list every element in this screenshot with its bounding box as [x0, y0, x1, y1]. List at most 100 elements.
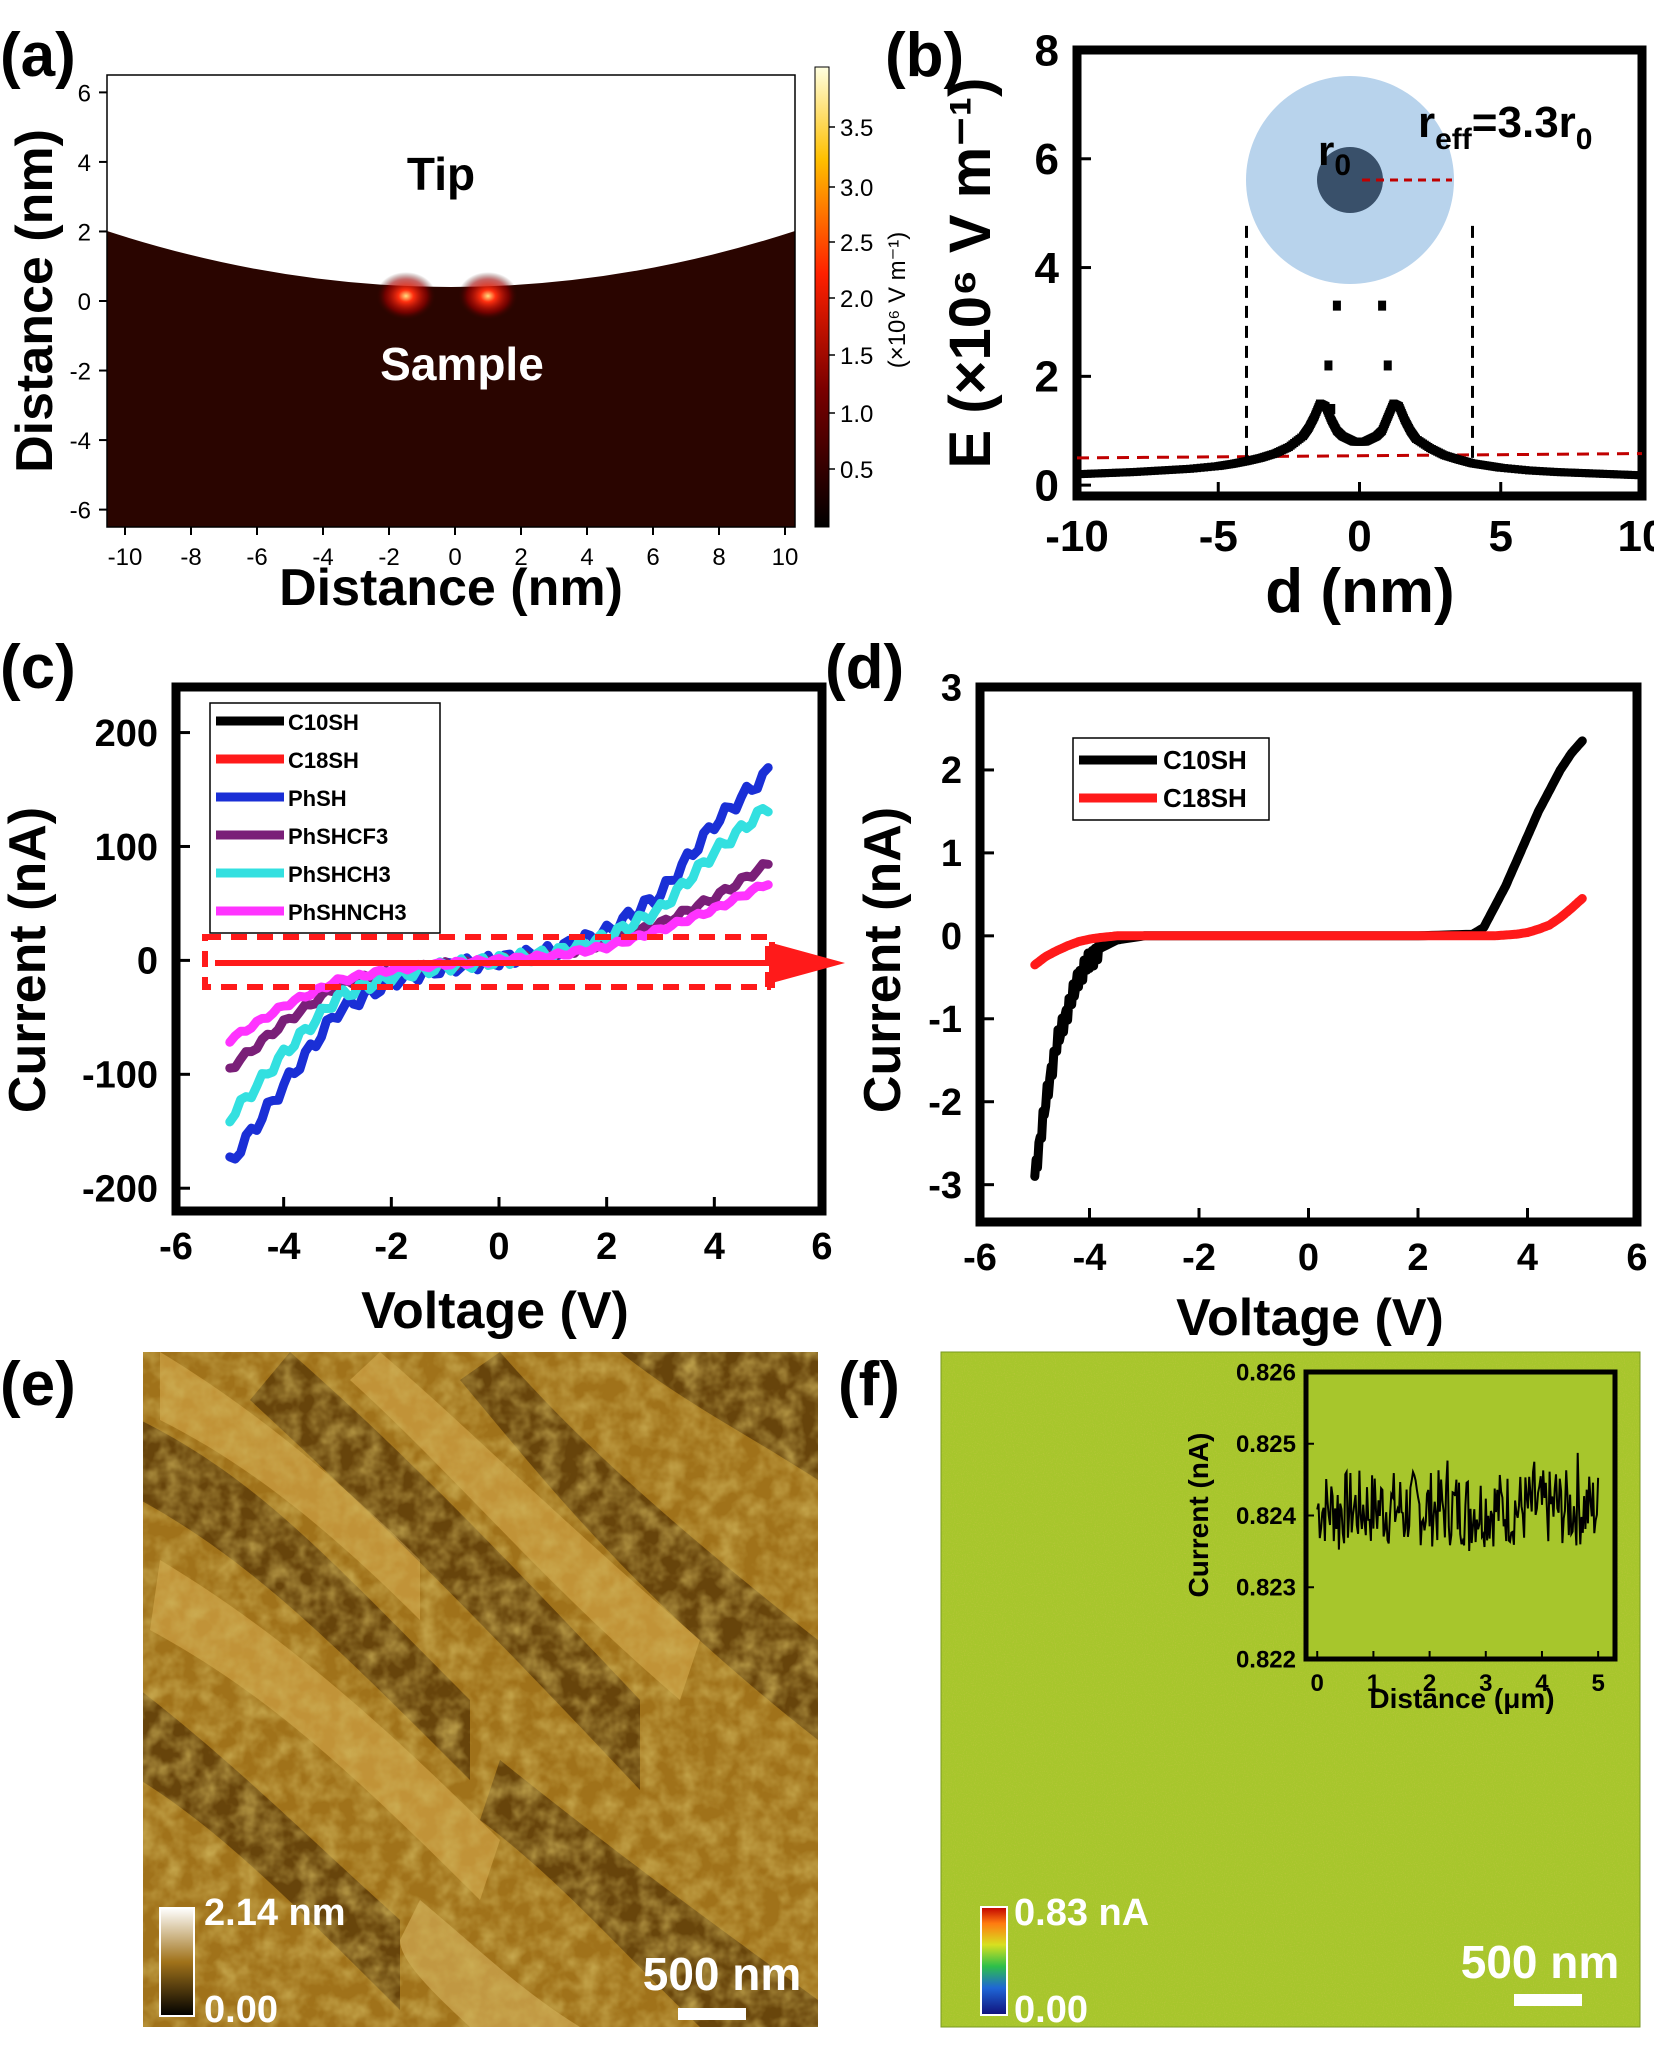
map-frame: [940, 1351, 1641, 2028]
y-tick-label: 3: [941, 667, 962, 709]
panel-label-c: (c): [0, 633, 76, 702]
height-colorbar: [159, 1907, 195, 2017]
x-tick-label: -2: [378, 544, 399, 571]
y-tick-label: 4: [1035, 244, 1060, 293]
hotspot-right: [458, 272, 518, 320]
y-tick-label: 0.826: [1236, 1359, 1296, 1386]
x-tick-label: -4: [1073, 1237, 1107, 1279]
x-tick-label: 0: [1298, 1237, 1319, 1279]
data-point: [1634, 471, 1643, 480]
x-tick-label: 10: [772, 544, 799, 571]
height-scale-min: 0.00: [204, 1989, 278, 2031]
legend-label: C10SH: [288, 710, 359, 735]
height-scale-max: 2.14 nm: [204, 1892, 346, 1934]
x-tick-label: -6: [159, 1226, 193, 1268]
panel-label-a: (a): [0, 21, 76, 90]
x-tick-label: 6: [811, 1226, 832, 1268]
x-tick-label: 4: [1517, 1237, 1538, 1279]
x-tick-label: 3: [1479, 1670, 1492, 1697]
x-tick-label: 4: [1535, 1670, 1549, 1697]
x-tick-label: 5: [1591, 1670, 1604, 1697]
y-tick-label: 8: [1035, 26, 1059, 75]
y-tick-label: 0: [1035, 462, 1059, 511]
x-tick-label: -6: [963, 1237, 997, 1279]
scale-bar-f: [1514, 1994, 1582, 2006]
y-tick-label: -2: [70, 359, 91, 386]
zoom-arrow-head: [772, 943, 845, 983]
hotspot-left: [376, 272, 436, 320]
colorbar-tick-label: 2.0: [840, 286, 873, 313]
panel-label-d: (d): [825, 633, 904, 702]
scale-bar-label-f: 500 nm: [1461, 1936, 1620, 1988]
y-axis-title: E (×10⁶ V m⁻¹): [938, 78, 1003, 469]
legend-box: [1072, 737, 1270, 821]
panel-label-e: (e): [0, 1350, 76, 1419]
x-tick-label: 5: [1489, 512, 1513, 561]
current-scale-max: 0.83 nA: [1014, 1892, 1149, 1934]
x-axis-title: Voltage (V): [361, 1282, 629, 1340]
y-tick-label: 0: [78, 289, 91, 316]
panel-c-iv-curves: -6 -4 -2 0 2 4 6 200 100 0 -100 -200 C10SH C18SH PhSH P…: [0, 682, 845, 1340]
panel-e-afm-height-map: 2.14 nm 0.00 500 nm: [143, 1352, 818, 2031]
y-tick-label: 0.822: [1236, 1646, 1296, 1673]
colorbar: [814, 66, 830, 528]
colorbar-tick-label: 1.5: [840, 343, 873, 370]
molecule-radius-circle: [1317, 147, 1383, 213]
data-point: [1324, 360, 1333, 371]
y-tick-label: 2: [941, 750, 962, 792]
y-tick-label: 100: [95, 827, 158, 869]
sample-label: Sample: [380, 338, 544, 390]
legend-label: PhSHCF3: [288, 824, 388, 849]
scale-bar: [678, 2008, 746, 2020]
x-tick-label: 2: [514, 544, 527, 571]
x-tick-label: -2: [374, 1226, 408, 1268]
legend-box: [209, 702, 441, 934]
y-tick-label: 2: [78, 219, 91, 246]
current-scale-min: 0.00: [1014, 1989, 1088, 2031]
y-tick-label: 0: [941, 916, 962, 958]
y-tick-label: 6: [1035, 135, 1059, 184]
series-line-c18sh: [1030, 894, 1587, 970]
y-tick-label: 0.825: [1236, 1431, 1296, 1458]
y-tick-label: 6: [78, 80, 91, 107]
x-tick-label: -8: [180, 544, 201, 571]
colorbar-tick-label: 1.0: [840, 401, 873, 428]
threshold-line: [1076, 452, 1643, 460]
colorbar-tick-label: 3.5: [840, 115, 873, 142]
panel-d-iv-zoom: -6 -4 -2 0 2 4 6 3 2 1 0 -1 -2 -3 C10SH C18SH Voltage (V…: [854, 667, 1648, 1347]
x-tick-label: 6: [1626, 1237, 1647, 1279]
r0-label: r0: [1318, 127, 1351, 182]
x-tick-label: -6: [246, 544, 267, 571]
x-tick-label: 0: [488, 1226, 509, 1268]
x-axis-title: Distance (nm): [279, 559, 623, 617]
data-point: [1332, 300, 1341, 311]
x-tick-label: -2: [1182, 1237, 1216, 1279]
x-tick-label: 0: [1311, 1670, 1324, 1697]
y-tick-label: 0: [137, 941, 158, 983]
data-point: [1383, 360, 1392, 371]
x-tick-label: 4: [704, 1226, 725, 1268]
x-tick-label: -10: [1045, 512, 1109, 561]
y-tick-label: 0.824: [1236, 1503, 1297, 1530]
x-tick-label: 1: [1367, 1670, 1380, 1697]
x-tick-label: 6: [646, 544, 659, 571]
scale-bar-label: 500 nm: [643, 1948, 802, 2000]
y-tick-label: -200: [82, 1169, 158, 1211]
y-tick-label: 2: [1035, 353, 1059, 402]
legend-label: PhSH: [288, 786, 347, 811]
y-tick-label: 200: [95, 713, 158, 755]
colorbar-tick-label: 0.5: [840, 457, 873, 484]
panel-f-current-map: 0.83 nA 0.00 500 nm 0 1 2 3 4 5 0.826 0.825 0.82…: [940, 1351, 1641, 2031]
x-tick-label: 10: [1618, 512, 1654, 561]
x-tick-label: 2: [596, 1226, 617, 1268]
x-tick-label: 2: [1423, 1670, 1436, 1697]
reff-label: reff=3.3r0: [1418, 98, 1592, 156]
x-tick-label: -10: [108, 544, 143, 571]
panel-label-f: (f): [838, 1350, 900, 1419]
panel-label-b: (b): [885, 21, 964, 90]
legend-label: PhSHCH3: [288, 862, 391, 887]
series-line-phshnch3: [225, 880, 773, 1047]
y-tick-label: 0.823: [1236, 1575, 1296, 1602]
colorbar-tick-label: 3.0: [840, 175, 873, 202]
